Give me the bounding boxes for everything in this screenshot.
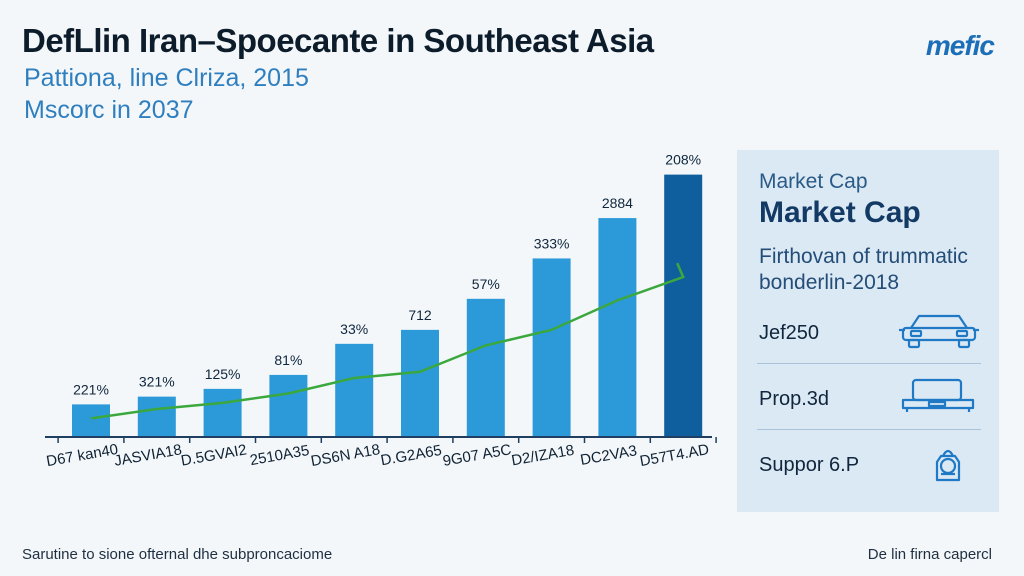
data-label-7: 57%: [472, 276, 500, 292]
bar-chart: 221% 321% 125% 81% 33% 712 57% 333% 2884 208% D67…: [45, 152, 717, 470]
panel-description: Firthovan of trummatic bonderlin-2018: [759, 245, 968, 294]
trend-line: [90, 262, 685, 420]
panel-row-3-label: Suppor 6.P: [759, 454, 860, 476]
bar-1: [72, 404, 110, 437]
footer-source-note: Sarutine to sione ofternal dhe subpronca…: [22, 546, 333, 563]
chart-subtitle-line1: Pattiona, line Clriza, 2015: [24, 64, 309, 92]
data-label-4: 81%: [274, 352, 302, 368]
data-label-10: 208%: [665, 152, 701, 168]
bar-8: [532, 258, 571, 437]
bars-group: [72, 174, 703, 437]
info-panel: Market Cap Market Cap Firthovan of trumm…: [737, 150, 999, 512]
panel-row-2-separator: [757, 429, 981, 430]
panel-top-label: Market Cap: [759, 170, 868, 193]
bar-9: [598, 218, 637, 437]
data-label-2: 321%: [139, 374, 175, 390]
bag-icon: [935, 449, 961, 482]
car-icon: [899, 314, 979, 349]
bar-6: [401, 329, 439, 437]
bar-10: [664, 174, 703, 437]
data-label-5: 33%: [340, 321, 368, 337]
x-tick-label-10: D57T4.AD: [638, 441, 710, 470]
brand-logo: mefic: [925, 30, 995, 61]
x-axis: [45, 436, 717, 443]
x-tick-label-5: DS6N A18: [309, 441, 381, 470]
footer-credit: De lin firna capercl: [867, 546, 992, 563]
x-tick-label-7: 9G07 A5C: [441, 441, 512, 470]
panel-heading: Market Cap: [759, 196, 921, 229]
x-tick-label-2: JASVIA18: [113, 441, 183, 470]
x-tick-label-9: DC2VA3: [579, 442, 638, 469]
x-tick-label-6: D.G2A65: [379, 442, 443, 469]
data-labels-group: 221% 321% 125% 81% 33% 712 57% 333% 2884 208%: [73, 152, 701, 398]
panel-row-2: Prop.3d: [757, 374, 981, 430]
chart-title: DefLlin Iran–Spoecante in Southeast Asia: [22, 22, 654, 59]
data-label-6: 712: [408, 307, 432, 323]
panel-row-2-label: Prop.3d: [759, 388, 830, 410]
bar-7: [466, 298, 505, 437]
panel-row-1-separator: [757, 363, 981, 364]
tray-icon: [901, 378, 975, 412]
panel-row-1: Jef250: [757, 308, 981, 364]
panel-row-1-label: Jef250: [759, 322, 820, 344]
bar-5: [335, 343, 374, 437]
data-label-8: 333%: [534, 235, 570, 251]
panel-row-3: Suppor 6.P: [757, 440, 981, 490]
x-tick-label-8: D2/IZA18: [510, 442, 575, 470]
x-tick-label-3: D.5GVAI2: [180, 441, 248, 469]
x-tick-label-4: 2510A35: [249, 442, 311, 469]
bar-3: [203, 388, 242, 437]
data-label-1: 221%: [73, 381, 109, 397]
bar-2: [137, 396, 176, 437]
x-tick-label-1: D67 kan40: [45, 441, 119, 470]
bar-4: [269, 374, 308, 437]
data-label-9: 2884: [602, 195, 633, 211]
chart-subtitle-line2: Mscorc in 2037: [24, 96, 194, 124]
data-label-3: 125%: [205, 366, 241, 382]
